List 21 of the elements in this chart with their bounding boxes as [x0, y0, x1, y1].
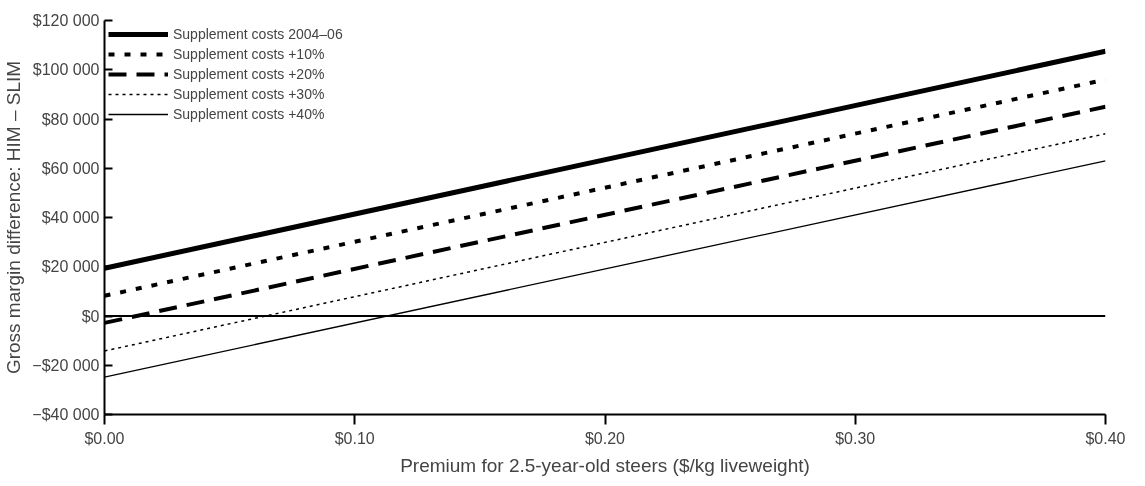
y-tick-label: $20 000 — [41, 258, 100, 276]
x-tick-label: $0.00 — [84, 429, 125, 447]
y-axis-title: Gross margin difference: HIM – SLIM — [3, 60, 25, 375]
x-axis-title: Premium for 2.5-year-old steers ($/kg liveweight) — [400, 454, 810, 476]
legend-label: Supplement costs +10% — [173, 46, 325, 62]
x-tick-label: $0.30 — [835, 429, 876, 447]
y-tick-label: $80 000 — [41, 110, 100, 128]
x-tick-label: $0.40 — [1085, 429, 1126, 447]
y-tick-label: $40 000 — [41, 209, 100, 226]
legend-label: Supplement costs +30% — [173, 86, 325, 102]
x-tick-label: $0.20 — [584, 429, 626, 447]
y-tick-label: $0 — [81, 307, 100, 325]
y-tick-label: −$20 000 — [32, 356, 100, 374]
legend-label: Supplement costs 2004–06 — [173, 26, 343, 42]
x-tick-label: $0.10 — [334, 429, 375, 447]
y-tick-label: $100 000 — [32, 61, 100, 79]
y-tick-label: $60 000 — [41, 159, 100, 177]
y-tick-label: −$40 000 — [32, 406, 100, 423]
legend-label: Supplement costs +40% — [173, 106, 325, 122]
legend-label: Supplement costs +20% — [173, 66, 325, 82]
y-tick-label: $120 000 — [32, 12, 100, 29]
